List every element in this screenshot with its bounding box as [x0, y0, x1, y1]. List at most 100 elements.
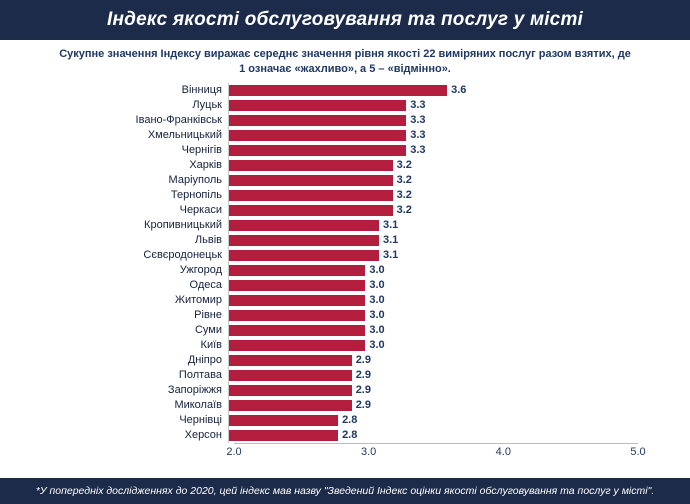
- category-label: Івано-Франківськ: [135, 114, 222, 127]
- bar-track: 2.8: [228, 427, 638, 443]
- chart-row: Чернігів 3.3: [8, 142, 638, 158]
- axis-spacer: [8, 443, 234, 461]
- bar-track: 3.0: [228, 262, 638, 278]
- x-axis: 2.0 3.0 4.0 5.0: [0, 442, 690, 461]
- footnote-text: *У попередніх дослідженнях до 2020, цей …: [35, 485, 655, 497]
- value-label: 3.6: [451, 84, 467, 97]
- category-label: Одеса: [189, 279, 222, 292]
- value-label: 3.1: [382, 234, 399, 247]
- category-label: Полтава: [178, 369, 222, 382]
- bar-chart: Вінниця 3.6 Луцьк 3.3 Івано-Франківськ 3.3 Хме…: [0, 81, 690, 443]
- value-bar: [229, 84, 448, 96]
- value-bar: [229, 249, 379, 261]
- value-bar: [229, 384, 352, 396]
- chart-row: Маріуполь 3.2: [8, 172, 638, 188]
- value-label: 3.2: [396, 204, 412, 217]
- bar-track: 2.9: [228, 382, 638, 398]
- bar-track: 3.1: [228, 247, 638, 263]
- bar-track: 3.0: [228, 277, 638, 293]
- category-label: Кропивницький: [144, 219, 222, 232]
- bar-track: 3.0: [228, 322, 638, 338]
- bar-track: 2.9: [228, 367, 638, 383]
- title-banner: Індекс якості обслуговування та послуг у…: [0, 0, 690, 40]
- bar-track: 2.8: [228, 412, 638, 428]
- value-bar: [229, 279, 366, 291]
- value-label: 3.0: [369, 279, 385, 292]
- category-label: Сєвєродонецьк: [143, 249, 222, 262]
- bar-track: 3.3: [228, 97, 638, 113]
- value-label: 2.9: [355, 399, 371, 412]
- bar-track: 2.9: [228, 397, 638, 413]
- value-bar: [229, 399, 352, 411]
- chart-row: Чернівці 2.8: [8, 412, 638, 428]
- value-bar: [229, 159, 393, 171]
- footnote-banner: *У попередніх дослідженнях до 2020, цей …: [0, 478, 690, 504]
- value-bar: [229, 129, 407, 141]
- category-label: Хмельницький: [147, 129, 222, 142]
- value-label: 3.0: [369, 264, 385, 277]
- value-bar: [229, 414, 339, 426]
- category-label: Харків: [189, 159, 222, 172]
- value-label: 3.3: [410, 144, 426, 157]
- chart-row: Черкаси 3.2: [8, 202, 638, 218]
- chart-row: Луцьк 3.3: [8, 97, 638, 113]
- chart-row: Миколаїв 2.9: [8, 397, 638, 413]
- chart-row: Івано-Франківськ 3.3: [8, 112, 638, 128]
- category-label: Київ: [200, 339, 222, 352]
- bar-track: 3.2: [228, 157, 638, 173]
- value-bar: [229, 114, 407, 126]
- value-label: 3.0: [369, 309, 385, 322]
- value-bar: [229, 309, 366, 321]
- bar-track: 3.3: [228, 127, 638, 143]
- axis-ticks: 2.0 3.0 4.0 5.0: [226, 442, 646, 461]
- value-bar: [229, 339, 366, 351]
- chart-row: Тернопіль 3.2: [8, 187, 638, 203]
- category-label: Ужгород: [179, 264, 222, 277]
- bar-track: 3.0: [228, 337, 638, 353]
- chart-row: Дніпро 2.9: [8, 352, 638, 368]
- category-label: Тернопіль: [170, 189, 222, 202]
- value-bar: [229, 354, 352, 366]
- chart-row: Ужгород 3.0: [8, 262, 638, 278]
- value-label: 3.2: [396, 174, 412, 187]
- category-label: Дніпро: [187, 354, 222, 367]
- bar-track: 3.2: [228, 172, 638, 188]
- value-bar: [229, 234, 379, 246]
- value-bar: [229, 204, 393, 216]
- value-label: 2.9: [355, 369, 371, 382]
- axis-tick-label: 4.0: [495, 445, 511, 458]
- category-label: Суми: [194, 324, 222, 337]
- value-label: 3.1: [382, 219, 399, 232]
- value-bar: [229, 189, 393, 201]
- chart-row: Вінниця 3.6: [8, 82, 638, 98]
- category-label: Вінниця: [181, 84, 222, 97]
- chart-row: Хмельницький 3.3: [8, 127, 638, 143]
- category-label: Чернігів: [181, 144, 222, 157]
- value-label: 3.0: [369, 294, 385, 307]
- category-label: Чернівці: [179, 414, 222, 427]
- chart-row: Одеса 3.0: [8, 277, 638, 293]
- chart-row: Київ 3.0: [8, 337, 638, 353]
- value-label: 2.9: [355, 354, 371, 367]
- value-bar: [229, 294, 366, 306]
- value-label: 3.2: [396, 159, 412, 172]
- chart-row: Полтава 2.9: [8, 367, 638, 383]
- chart-row: Рівне 3.0: [8, 307, 638, 323]
- value-label: 2.9: [355, 384, 371, 397]
- value-label: 3.0: [369, 324, 385, 337]
- bar-track: 3.0: [228, 292, 638, 308]
- value-label: 3.3: [410, 114, 426, 127]
- chart-row: Кропивницький 3.1: [8, 217, 638, 233]
- category-label: Миколаїв: [174, 399, 222, 412]
- value-label: 3.2: [396, 189, 412, 202]
- chart-row: Запоріжжя 2.9: [8, 382, 638, 398]
- bar-track: 3.3: [228, 112, 638, 128]
- page-title: Індекс якості обслуговування та послуг у…: [106, 9, 584, 30]
- bar-track: 2.9: [228, 352, 638, 368]
- value-label: 3.0: [369, 339, 385, 352]
- value-bar: [229, 429, 339, 441]
- chart-row: Сєвєродонецьк 3.1: [8, 247, 638, 263]
- chart-subtitle: Сукупне значення Індексу виражає середнє…: [59, 48, 631, 75]
- value-label: 3.3: [410, 129, 426, 142]
- axis-tick-label: 5.0: [630, 445, 646, 458]
